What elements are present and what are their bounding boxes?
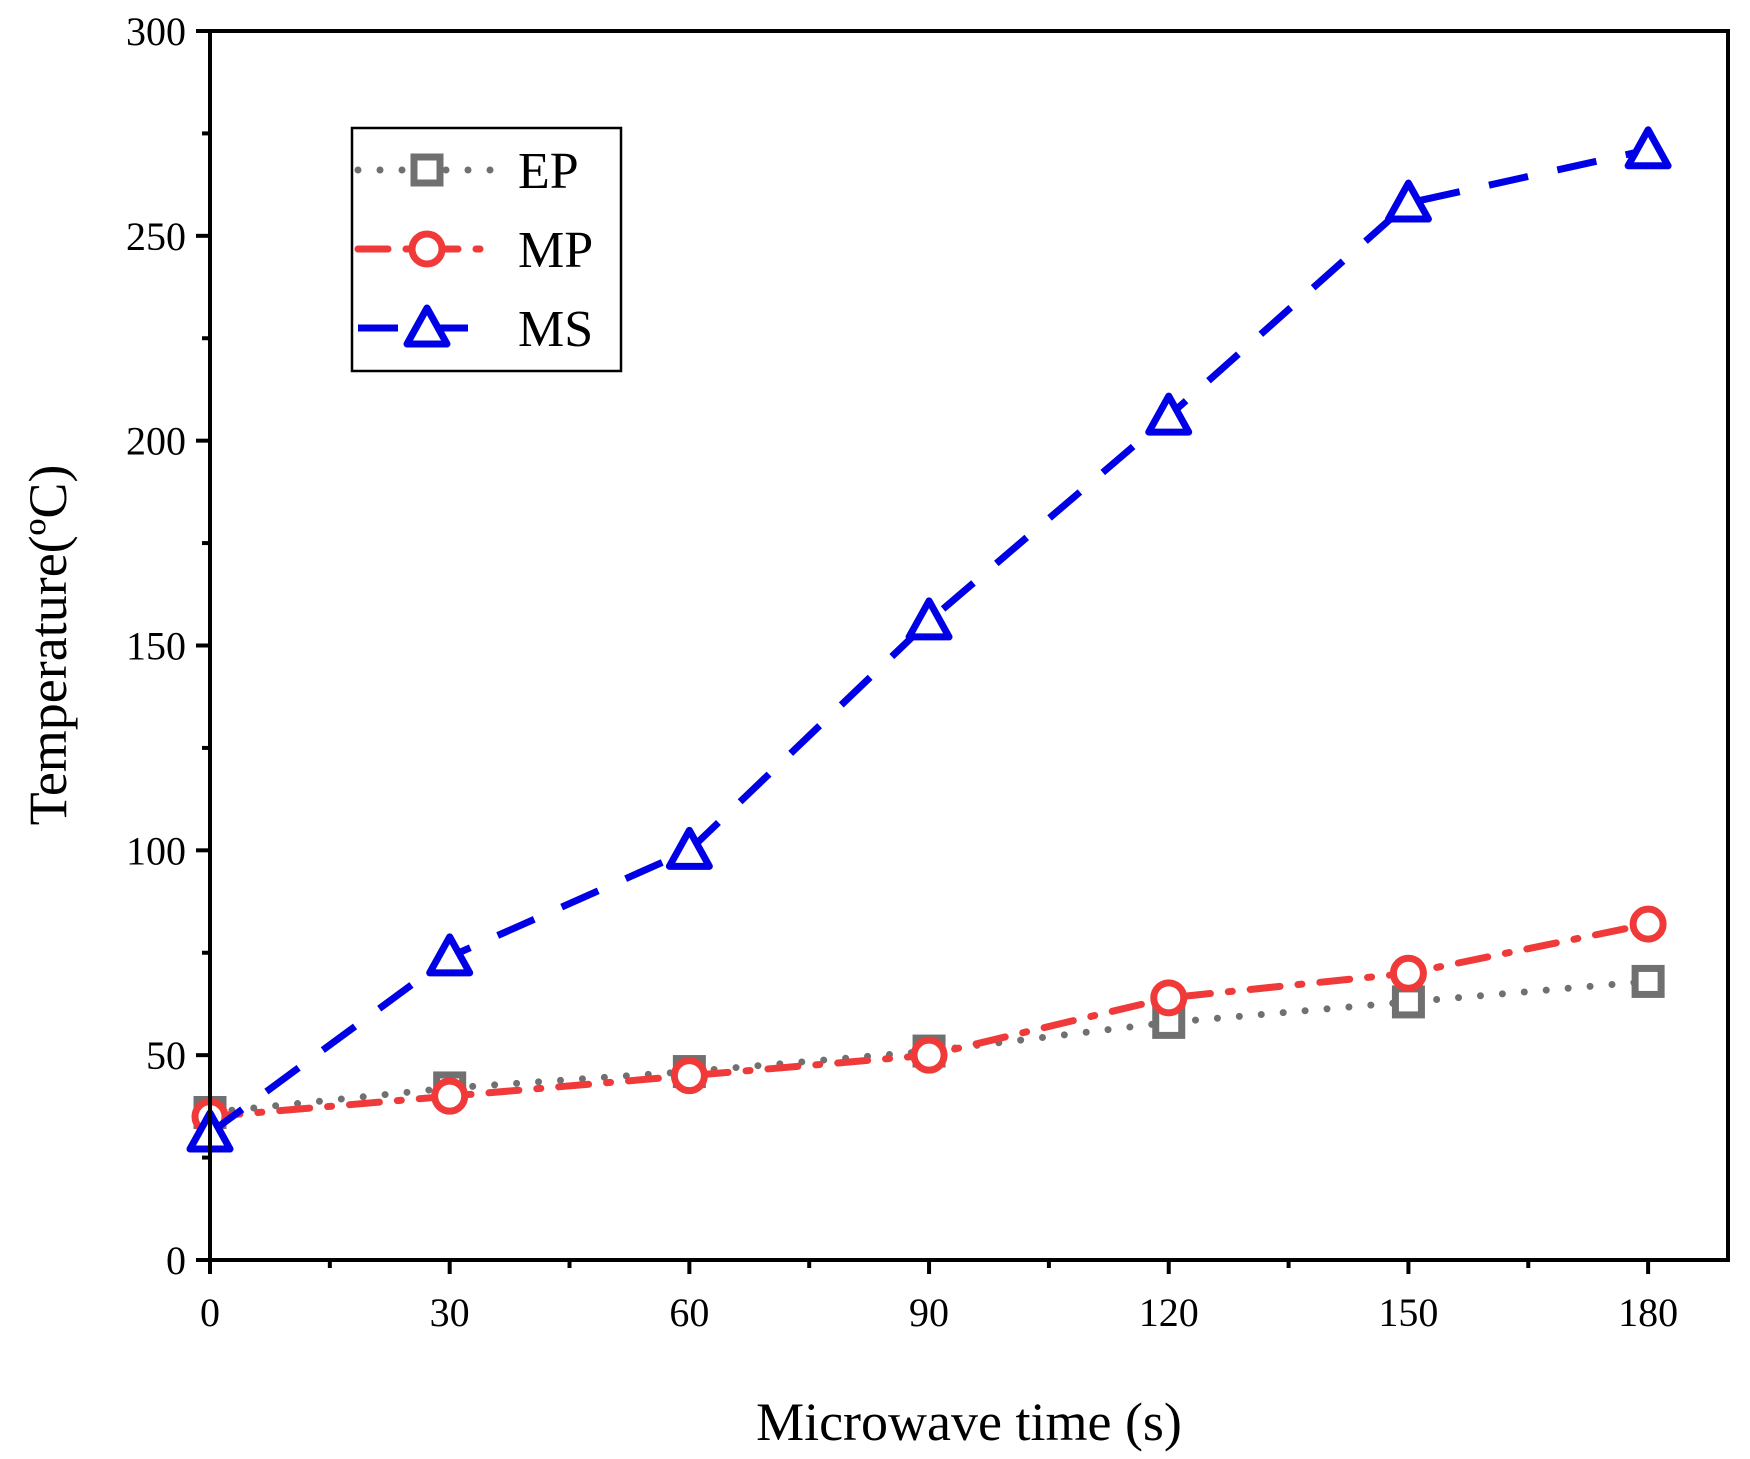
series-ms-point xyxy=(905,597,953,641)
y-tick-label: 50 xyxy=(146,1033,186,1078)
x-tick-label: 90 xyxy=(909,1290,949,1335)
y-tick-label: 200 xyxy=(126,419,186,464)
y-tick-label: 300 xyxy=(126,9,186,54)
series-ms-point xyxy=(1145,392,1193,436)
legend-item-ep: EP xyxy=(354,143,579,200)
series-mp-point xyxy=(1629,905,1667,943)
x-tick-label: 150 xyxy=(1378,1290,1438,1335)
series-mp-point xyxy=(1150,979,1188,1017)
tick-layer: 0 30 60 90 120 150 180 0 50 100 150 200 250 300 xyxy=(126,9,1678,1335)
series-ms xyxy=(186,126,1672,1153)
series-ep-point xyxy=(1631,964,1665,998)
legend-item-mp: MP xyxy=(354,222,593,279)
y-tick-label: 150 xyxy=(126,624,186,669)
legend-marker-mp xyxy=(408,230,446,268)
y-axis-title: Temperature(ºC) xyxy=(18,465,78,826)
series-mp-point xyxy=(910,1036,948,1074)
x-tick-label: 180 xyxy=(1618,1290,1678,1335)
legend-label-ms: MS xyxy=(518,301,593,358)
y-tick-label: 0 xyxy=(166,1238,186,1283)
x-tick-label: 30 xyxy=(430,1290,470,1335)
series-mp-point xyxy=(670,1057,708,1095)
series-layer xyxy=(186,126,1672,1153)
series-mp-point xyxy=(431,1077,469,1115)
y-tick-label: 100 xyxy=(126,828,186,873)
legend-marker-ep xyxy=(410,153,444,187)
series-ms-point xyxy=(665,826,713,870)
series-ms-point xyxy=(1384,179,1432,223)
x-axis-title: Microwave time (s) xyxy=(756,1392,1182,1452)
series-mp-line xyxy=(206,920,1652,1121)
legend: EP MP MS xyxy=(350,126,623,373)
legend-marker-ms xyxy=(403,304,451,348)
x-tick-label: 0 xyxy=(200,1290,220,1335)
series-mp xyxy=(191,905,1667,1136)
series-ep-point xyxy=(1391,985,1425,1019)
legend-items: EP MP MS xyxy=(354,143,593,358)
series-ms-point xyxy=(426,933,474,977)
x-tick-label: 60 xyxy=(669,1290,709,1335)
x-tick-label: 120 xyxy=(1139,1290,1199,1335)
series-ms-point xyxy=(1624,126,1672,170)
legend-label-ep: EP xyxy=(518,143,579,200)
series-mp-point xyxy=(1389,954,1427,992)
y-tick-label: 250 xyxy=(126,214,186,259)
legend-item-ms: MS xyxy=(358,301,593,358)
legend-label-mp: MP xyxy=(518,222,593,279)
